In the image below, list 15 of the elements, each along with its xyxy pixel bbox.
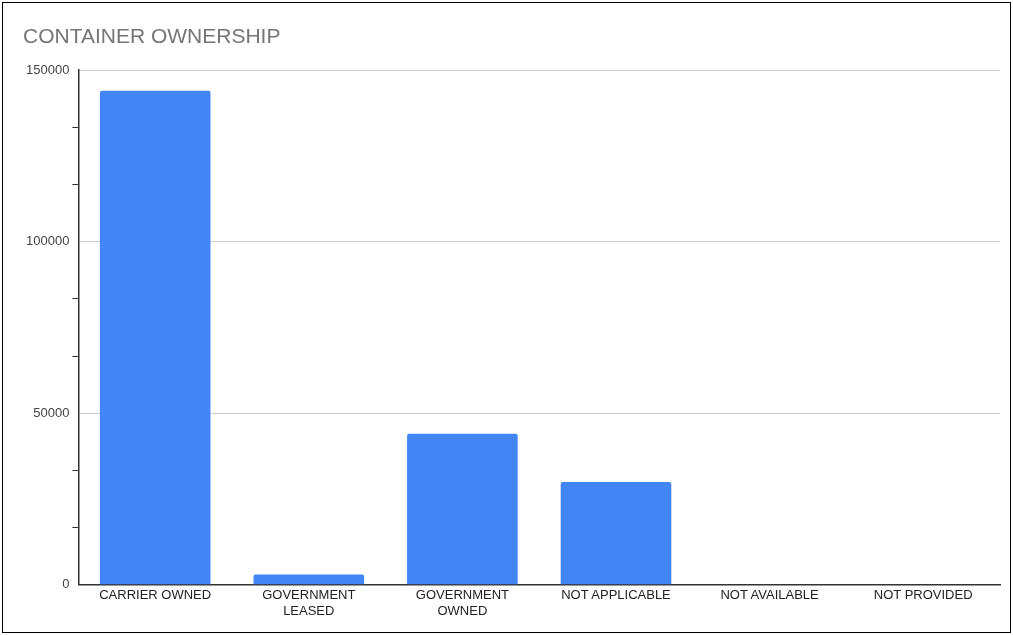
- bar: [253, 574, 365, 585]
- y-tick-label: 0: [62, 576, 70, 592]
- x-tick-label: CARRIER OWNED: [99, 587, 212, 603]
- x-tick-label: NOT APPLICABLE: [561, 587, 672, 603]
- x-tick-label: NOT AVAILABLE: [720, 587, 820, 603]
- bar: [560, 481, 672, 585]
- x-tick-label: GOVERNMENT LEASED: [262, 587, 356, 618]
- bar: [99, 90, 211, 585]
- y-tick-label: 50000: [33, 404, 70, 420]
- y-tick-label: 150000: [25, 61, 70, 77]
- bar: [407, 433, 518, 585]
- chart-title: CONTAINER OWNERSHIP: [23, 24, 281, 48]
- x-tick-label: NOT PROVIDED: [873, 587, 973, 603]
- x-tick-label: GOVERNMENT OWNED: [415, 587, 510, 618]
- y-tick-label: 100000: [25, 233, 70, 249]
